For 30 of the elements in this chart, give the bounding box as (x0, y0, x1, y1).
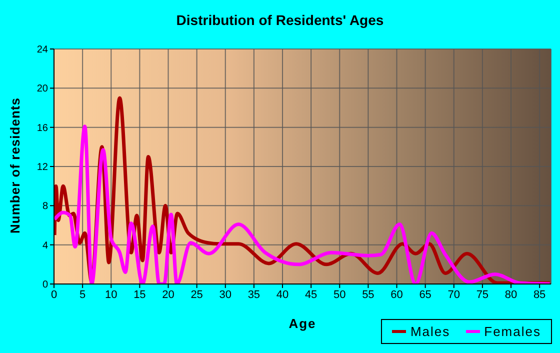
x-tick-label: 15 (134, 288, 146, 301)
x-tick-label: 5 (80, 288, 86, 301)
x-tick-label: 70 (448, 288, 460, 301)
y-tick-label: 24 (36, 44, 48, 56)
x-tick-label: 40 (276, 288, 289, 301)
y-axis-title: Number of residents (8, 96, 22, 236)
x-tick-label: 25 (190, 288, 203, 301)
y-tick-label: 16 (36, 122, 48, 134)
legend-label: Females (483, 324, 541, 339)
chart-title: Distribution of Residents' Ages (175, 12, 385, 28)
x-tick-label: 65 (419, 288, 432, 301)
y-tick-label: 0 (42, 280, 48, 291)
x-tick-label: 80 (504, 288, 518, 301)
legend-label: Males (409, 324, 450, 339)
x-tick-label: 10 (105, 288, 118, 301)
x-tick-label: 75 (476, 288, 489, 301)
x-axis-title: Age (288, 316, 316, 331)
x-tick-label: 60 (390, 288, 403, 301)
x-tick-label: 45 (304, 288, 318, 301)
y-tick-label: 4 (42, 240, 48, 252)
y-tick-label: 8 (42, 201, 48, 212)
y-tick-label: 12 (36, 162, 48, 174)
x-tick-label: 85 (533, 288, 546, 301)
x-tick-label: 0 (50, 288, 58, 301)
x-tick-label: 55 (362, 288, 374, 301)
y-tick-label: 20 (36, 84, 48, 95)
x-tick-label: 30 (219, 288, 232, 301)
x-tick-label: 20 (162, 288, 174, 301)
x-tick-label: 35 (248, 288, 260, 301)
x-tick-label: 50 (334, 288, 346, 301)
